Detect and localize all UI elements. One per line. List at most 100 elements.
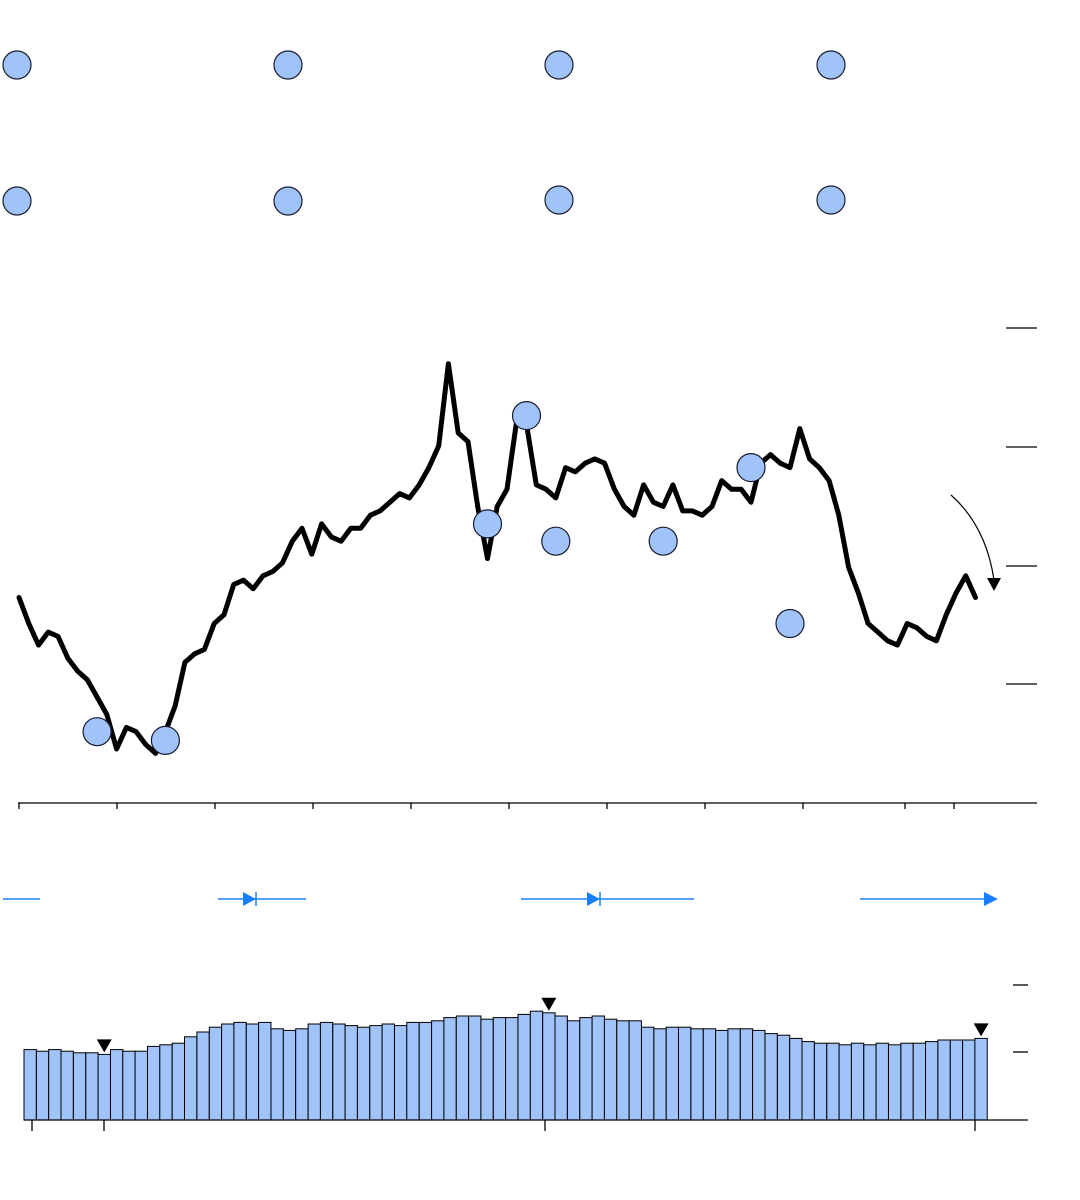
bar-67 — [838, 1044, 852, 1121]
bar-5 — [72, 1052, 87, 1121]
bar-71 — [888, 1044, 902, 1121]
curved-arrow-head — [987, 578, 1001, 591]
bar-35 — [443, 1017, 457, 1121]
bar-48 — [603, 1018, 618, 1121]
price-line-series — [16, 361, 978, 756]
bar-51 — [641, 1026, 655, 1121]
bar-x-ticks — [31, 1120, 976, 1131]
line-markers — [82, 401, 805, 756]
bar-24 — [307, 1023, 321, 1121]
legend-dot-7 — [544, 185, 574, 215]
legend-dot-1 — [2, 50, 32, 80]
bar-64 — [801, 1041, 815, 1121]
bars — [23, 1010, 988, 1121]
bar-38 — [480, 1018, 494, 1121]
bar-chart — [23, 984, 1028, 1131]
line-x-ticks — [18, 803, 955, 809]
bar-78 — [974, 1037, 988, 1121]
bar-40 — [505, 1017, 519, 1121]
bar-77 — [962, 1039, 976, 1121]
bar-28 — [356, 1026, 371, 1121]
bar-29 — [369, 1025, 383, 1121]
legend-dot-5 — [2, 186, 32, 216]
bar-15 — [196, 1031, 210, 1121]
bar-68 — [850, 1042, 865, 1121]
bar-19 — [245, 1023, 260, 1121]
bar-60 — [752, 1029, 766, 1121]
bar-12 — [159, 1044, 173, 1121]
bar-32 — [406, 1021, 420, 1121]
bar-31 — [394, 1025, 408, 1121]
bar-55 — [690, 1028, 704, 1121]
bar-26 — [332, 1023, 346, 1121]
line-chart — [16, 327, 1037, 809]
legend-markers — [2, 50, 846, 216]
bar-1 — [23, 1049, 37, 1121]
bar-16 — [208, 1026, 223, 1121]
line-marker-4 — [511, 401, 542, 431]
bar-42 — [529, 1010, 544, 1121]
bar-36 — [455, 1015, 470, 1121]
line-marker-5 — [541, 526, 571, 556]
bar-7 — [97, 1053, 111, 1121]
bar-52 — [653, 1028, 667, 1121]
bar-37 — [468, 1015, 482, 1121]
legend-dot-2 — [273, 50, 303, 80]
bar-4 — [60, 1050, 74, 1121]
bar-74 — [925, 1041, 939, 1121]
bar-6 — [85, 1052, 99, 1121]
bar-47 — [591, 1015, 605, 1121]
bar-57 — [715, 1029, 729, 1121]
bar-10 — [134, 1050, 148, 1121]
bar-25 — [319, 1021, 334, 1121]
bar-59 — [739, 1028, 754, 1121]
bar-69 — [863, 1044, 877, 1121]
bar-27 — [344, 1025, 358, 1121]
bar-22 — [282, 1029, 297, 1121]
bar-58 — [727, 1028, 741, 1121]
line-marker-6 — [648, 526, 678, 556]
bar-44 — [554, 1015, 568, 1121]
bar-13 — [171, 1042, 186, 1121]
bar-43 — [542, 1012, 556, 1121]
bar-8 — [110, 1049, 124, 1121]
curved-arrow-annotation — [950, 494, 995, 581]
bar-49 — [616, 1020, 630, 1121]
bar-y-ticks — [1013, 984, 1028, 1053]
line-marker-3 — [472, 509, 503, 539]
bar-39 — [492, 1017, 507, 1121]
bar-17 — [221, 1023, 235, 1121]
bar-23 — [295, 1028, 309, 1121]
range-arrowhead-2 — [243, 892, 256, 906]
bar-33 — [418, 1021, 433, 1121]
legend-dot-8 — [816, 185, 846, 215]
bar-63 — [789, 1037, 803, 1121]
bar-66 — [826, 1042, 840, 1121]
bar-highlight-1 — [96, 1039, 112, 1053]
legend-dot-3 — [544, 50, 574, 80]
bar-70 — [875, 1042, 889, 1121]
line-marker-1 — [82, 717, 112, 747]
line-marker-7 — [736, 453, 766, 483]
bar-65 — [813, 1042, 828, 1121]
bar-75 — [937, 1039, 951, 1121]
bar-61 — [764, 1033, 778, 1121]
bar-54 — [678, 1026, 692, 1121]
bar-41 — [517, 1013, 531, 1121]
bar-73 — [912, 1042, 927, 1121]
range-arrowhead-4 — [984, 892, 998, 906]
bar-34 — [431, 1020, 445, 1121]
bar-18 — [233, 1021, 247, 1121]
bar-72 — [900, 1042, 914, 1121]
bar-highlight-markers — [96, 997, 989, 1053]
bar-3 — [48, 1049, 62, 1121]
bar-highlight-2 — [541, 997, 557, 1011]
bar-20 — [258, 1021, 272, 1121]
line-marker-2 — [150, 725, 180, 756]
bar-50 — [628, 1020, 642, 1121]
bar-46 — [579, 1017, 593, 1121]
bar-11 — [147, 1045, 161, 1121]
bar-76 — [949, 1039, 964, 1121]
range-arrowhead-3 — [587, 892, 600, 906]
